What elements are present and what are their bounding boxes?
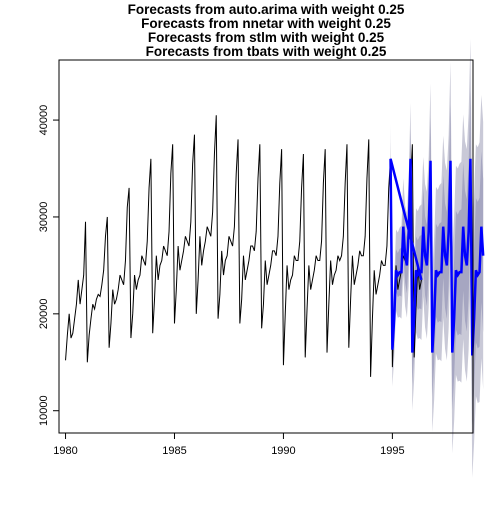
title-line-2: Forecasts from nnetar with weight 0.25 — [141, 16, 391, 31]
x-tick-label: 1990 — [271, 445, 295, 457]
y-tick-label: 20000 — [38, 299, 50, 330]
history-line — [65, 115, 422, 377]
x-tick-label: 1995 — [380, 445, 404, 457]
chart-title: Forecasts from auto.arima with weight 0.… — [128, 2, 405, 59]
y-axis: 10000 20000 30000 40000 — [38, 105, 60, 426]
y-tick-label: 30000 — [38, 202, 50, 233]
forecast-line — [389, 158, 485, 356]
plot-layer — [65, 38, 485, 478]
y-tick-label: 40000 — [38, 105, 50, 136]
x-axis: 1980 1985 1990 1995 — [53, 432, 405, 457]
x-tick-label: 1980 — [53, 445, 77, 457]
title-line-1: Forecasts from auto.arima with weight 0.… — [128, 2, 405, 17]
title-line-3: Forecasts from stlm with weight 0.25 — [148, 30, 385, 45]
y-tick-label: 10000 — [38, 395, 50, 426]
x-tick-label: 1985 — [162, 445, 186, 457]
title-line-4: Forecasts from tbats with weight 0.25 — [146, 44, 387, 59]
